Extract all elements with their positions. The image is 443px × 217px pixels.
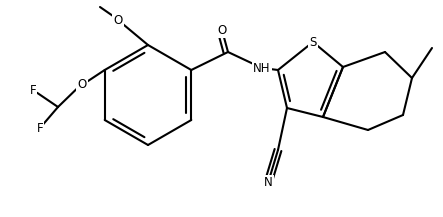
Text: O: O xyxy=(78,79,87,92)
Text: S: S xyxy=(309,36,317,49)
Text: O: O xyxy=(113,13,123,26)
Text: N: N xyxy=(264,176,272,189)
Text: NH: NH xyxy=(253,61,271,74)
Text: F: F xyxy=(37,122,43,135)
Text: F: F xyxy=(30,84,36,97)
Text: O: O xyxy=(218,23,227,36)
